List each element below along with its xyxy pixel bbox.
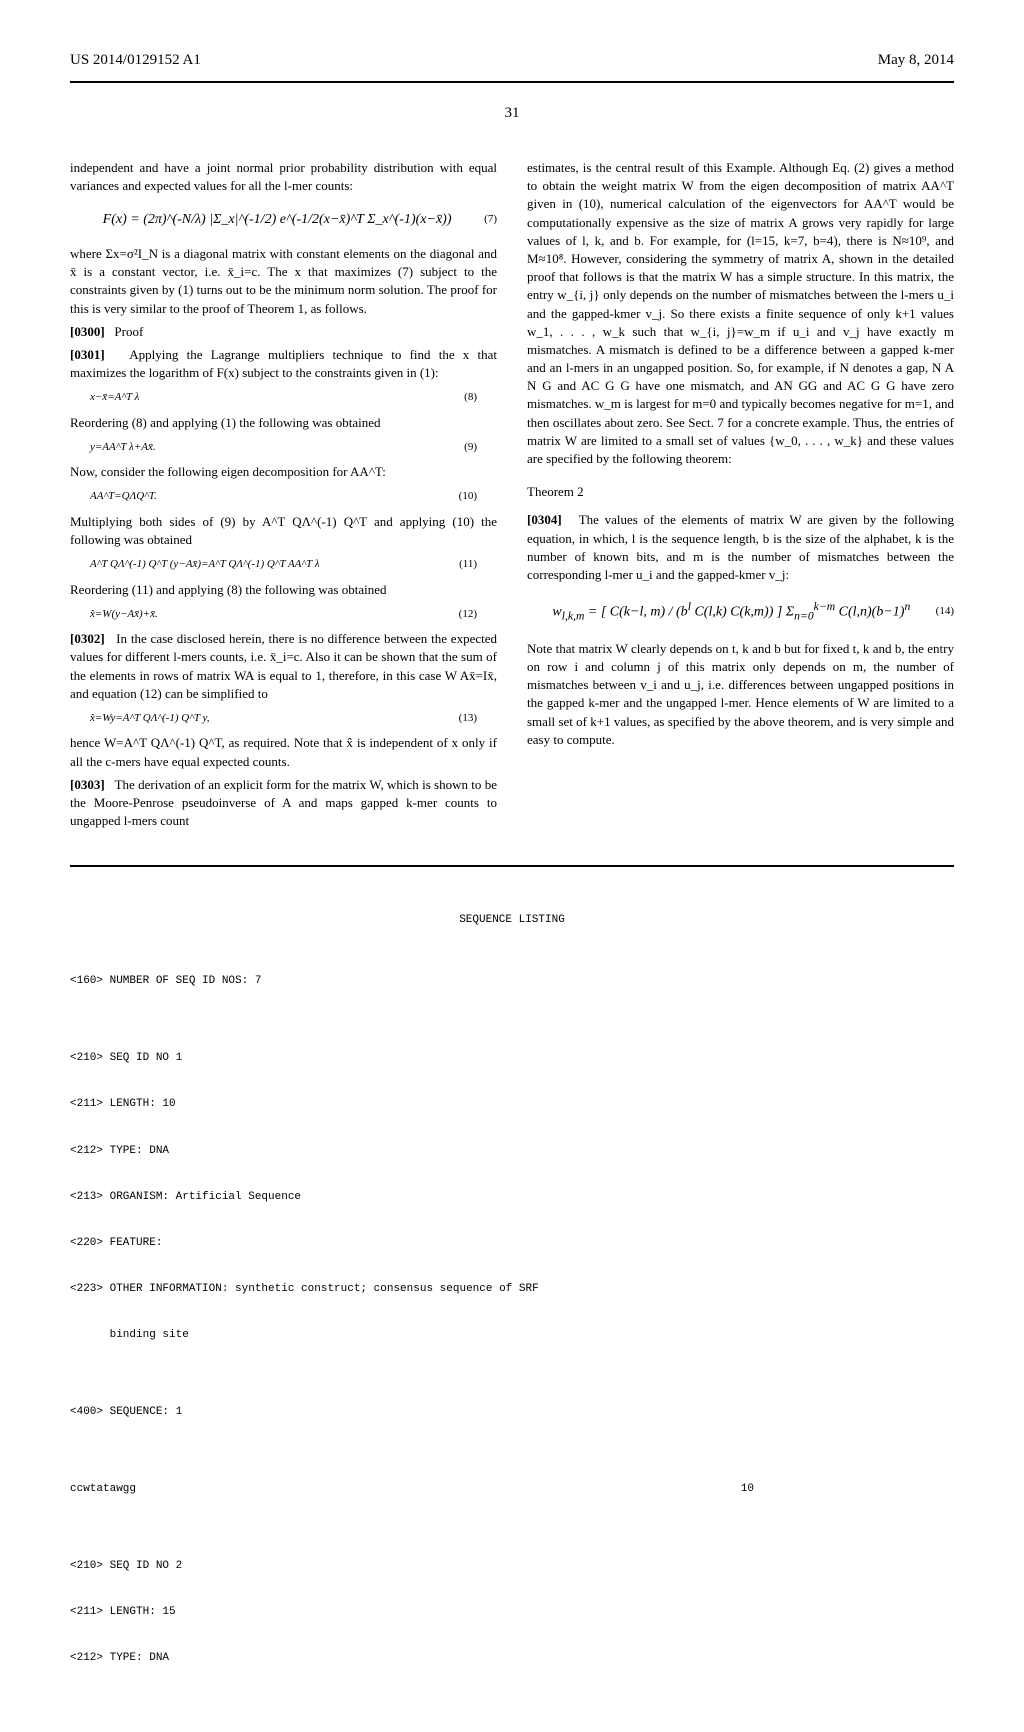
patent-number: US 2014/0129152 A1 [70, 50, 201, 71]
text-after-10: Multiplying both sides of (9) by A^T QΛ^… [70, 513, 497, 549]
text-after-14: Note that matrix W clearly depends on t,… [527, 640, 954, 749]
right-column: estimates, is the central result of this… [527, 154, 954, 835]
para-0303: [0303] The derivation of an explicit for… [70, 776, 497, 831]
equation-11: A^T QΛ^(-1) Q^T (y−Ax̄)=A^T QΛ^(-1) Q^T … [90, 557, 477, 572]
seq2-212: <212> TYPE: DNA [70, 1651, 954, 1666]
paragraph-after-eq7: where Σx=σ²I_N is a diagonal matrix with… [70, 245, 497, 318]
header-divider [70, 81, 954, 83]
equation-12: x̂=W(y−Ax̄)+x̄. (12) [90, 607, 477, 622]
seq2-211: <211> LENGTH: 15 [70, 1605, 954, 1620]
text-after-9: Now, consider the following eigen decomp… [70, 463, 497, 481]
para-0300: [0300] Proof [70, 323, 497, 341]
sequence-listing: SEQUENCE LISTING <160> NUMBER OF SEQ ID … [70, 865, 954, 1682]
page-number: 31 [70, 103, 954, 124]
equation-8: x−x̄=A^T λ (8) [90, 390, 477, 405]
seq1-400: <400> SEQUENCE: 1 [70, 1405, 954, 1420]
equation-9: y=AA^T λ+Ax̄. (9) [90, 440, 477, 455]
seq1-213: <213> ORGANISM: Artificial Sequence [70, 1190, 954, 1205]
seq1-223: <223> OTHER INFORMATION: synthetic const… [70, 1282, 954, 1297]
text-after-13: hence W=A^T QΛ^(-1) Q^T, as required. No… [70, 734, 497, 770]
seq1-220: <220> FEATURE: [70, 1236, 954, 1251]
equation-13: x̂=Wy=A^T QΛ^(-1) Q^T y, (13) [90, 711, 477, 726]
seq1-223b: binding site [70, 1328, 954, 1343]
seq2-210: <210> SEQ ID NO 2 [70, 1559, 954, 1574]
seq-line-160: <160> NUMBER OF SEQ ID NOS: 7 [70, 974, 954, 989]
equation-14: wl,k,m = [ C(k−l, m) / (bl C(l,k) C(k,m)… [527, 599, 954, 625]
left-column: independent and have a joint normal prio… [70, 154, 497, 835]
text-after-8: Reordering (8) and applying (1) the foll… [70, 414, 497, 432]
seq-listing-title: SEQUENCE LISTING [70, 913, 954, 928]
equation-10: AA^T=QΛQ^T. (10) [90, 489, 477, 504]
equation-7: F(x) = (2π)^(-N/λ) |Σ_x|^(-1/2) e^(-1/2(… [70, 210, 497, 230]
seq1-211: <211> LENGTH: 10 [70, 1097, 954, 1112]
patent-date: May 8, 2014 [878, 50, 954, 71]
intro-paragraph: independent and have a joint normal prio… [70, 159, 497, 195]
text-after-11: Reordering (11) and applying (8) the fol… [70, 581, 497, 599]
right-intro: estimates, is the central result of this… [527, 159, 954, 468]
seq1-212: <212> TYPE: DNA [70, 1144, 954, 1159]
para-0304: [0304] The values of the elements of mat… [527, 511, 954, 584]
theorem-2-title: Theorem 2 [527, 483, 954, 501]
seq1-data-row: ccwtatawgg 10 [70, 1482, 954, 1497]
para-0301: [0301] Applying the Lagrange multipliers… [70, 346, 497, 382]
para-0302: [0302] In the case disclosed herein, the… [70, 630, 497, 703]
seq1-210: <210> SEQ ID NO 1 [70, 1051, 954, 1066]
